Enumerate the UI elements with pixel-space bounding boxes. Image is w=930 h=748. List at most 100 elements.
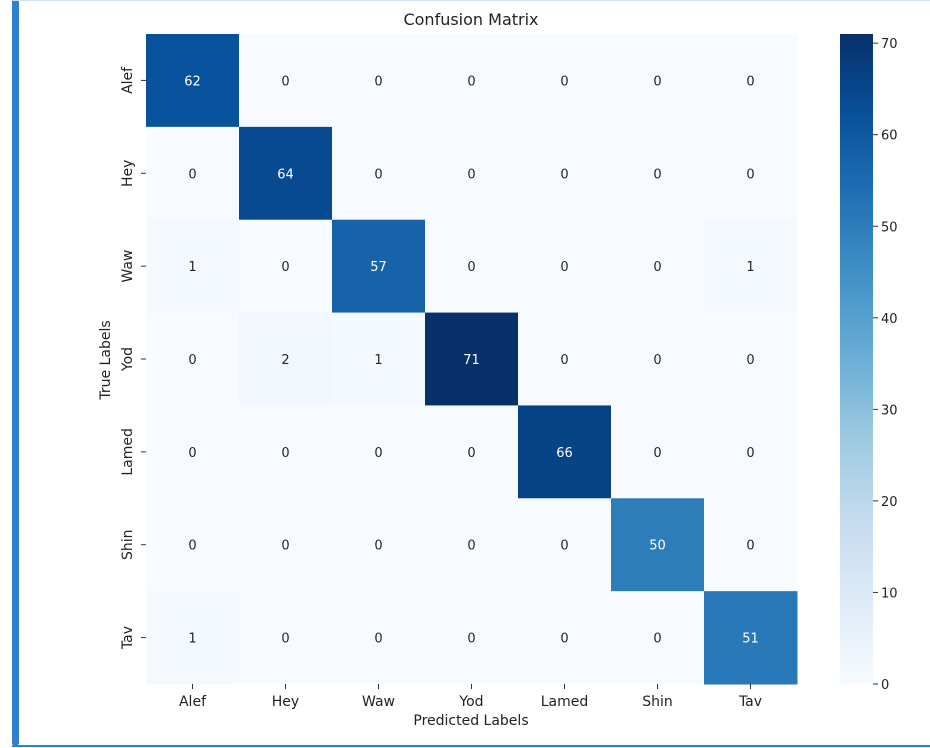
- heatmap-cell: [146, 126, 240, 221]
- cell-value-label: 1: [188, 632, 196, 647]
- cell-value-label: 57: [370, 260, 387, 275]
- heatmap-cell: [518, 34, 612, 128]
- heatmap-cell: [611, 312, 705, 406]
- y-tick-label: Yod: [120, 347, 136, 372]
- heatmap-cell: [332, 34, 426, 128]
- cell-value-label: 1: [746, 260, 754, 275]
- heatmap-cell: [425, 34, 519, 128]
- cell-value-label: 50: [649, 539, 666, 554]
- cell-value-label: 0: [560, 167, 568, 182]
- y-tick-label: Shin: [120, 529, 136, 560]
- heatmap-cell: [611, 591, 705, 685]
- heatmap-cell: [146, 498, 240, 592]
- heatmap-cell: [425, 498, 519, 592]
- y-axis-label: True Labels: [98, 320, 114, 400]
- cell-selection-bar[interactable]: [12, 0, 19, 745]
- cell-top-border: [12, 0, 930, 1]
- cell-value-label: 0: [281, 260, 289, 275]
- x-axis-label: Predicted Labels: [413, 713, 528, 729]
- cell-value-label: 1: [374, 353, 382, 368]
- heatmap-cell: [704, 312, 798, 406]
- y-axis-ticks: Alef Hey Waw Yod Lamed Shin Tav: [120, 66, 146, 650]
- heatmap-cell: [239, 405, 333, 499]
- cell-value-label: 0: [746, 446, 754, 461]
- heatmap-cell: [425, 591, 519, 685]
- x-tick-label: Lamed: [541, 694, 589, 710]
- x-tick-label: Shin: [642, 694, 673, 710]
- colorbar-tick-label: 40: [881, 312, 898, 327]
- heatmap-cell: [332, 219, 426, 314]
- heatmap-cell: [332, 498, 426, 592]
- heatmap-cell: [611, 34, 705, 128]
- x-tick-label: Waw: [362, 694, 395, 710]
- cell-value-label: 0: [467, 632, 475, 647]
- heatmap-cell: [704, 498, 798, 592]
- cell-value-label: 62: [184, 74, 201, 89]
- heatmap-cells: [146, 34, 798, 685]
- heatmap-cell: [425, 405, 519, 499]
- heatmap-cell: [425, 219, 519, 314]
- cell-value-label: 0: [281, 539, 289, 554]
- cell-value-label: 71: [463, 353, 480, 368]
- heatmap-cell: [611, 126, 705, 221]
- y-tick-label: Waw: [120, 250, 136, 283]
- cell-value-label: 0: [374, 74, 382, 89]
- heatmap-cell: [518, 591, 612, 685]
- cell-value-label: 51: [742, 632, 759, 647]
- heatmap-cell: [518, 405, 612, 499]
- x-tick-label: Yod: [458, 694, 483, 710]
- heatmap-cell: [518, 498, 612, 592]
- heatmap-cell: [146, 312, 240, 406]
- cell-value-label: 0: [188, 446, 196, 461]
- cell-value-label: 0: [281, 446, 289, 461]
- cell-value-label: 0: [188, 353, 196, 368]
- cell-value-label: 1: [188, 260, 196, 275]
- x-tick-label: Alef: [179, 694, 207, 710]
- cell-value-label: 0: [653, 167, 661, 182]
- cell-value-label: 0: [560, 632, 568, 647]
- cell-value-label: 0: [374, 539, 382, 554]
- heatmap-cell: [611, 498, 705, 592]
- colorbar-tick-label: 20: [881, 495, 898, 510]
- heatmap-cell: [611, 405, 705, 499]
- y-tick-label: Alef: [120, 66, 136, 94]
- cell-value-label: 0: [374, 446, 382, 461]
- cell-value-label: 0: [746, 167, 754, 182]
- heatmap-cell: [704, 405, 798, 499]
- cell-value-label: 0: [560, 539, 568, 554]
- cell-value-label: 0: [560, 260, 568, 275]
- cell-value-label: 64: [277, 167, 294, 182]
- heatmap-cell: [518, 126, 612, 221]
- colorbar-tick-label: 60: [881, 129, 898, 144]
- cell-value-label: 0: [281, 74, 289, 89]
- heatmap-cell: [425, 312, 519, 406]
- heatmap-cell: [704, 34, 798, 128]
- heatmap-cell: [704, 591, 798, 685]
- cell-value-label: 0: [653, 632, 661, 647]
- heatmap-cell: [146, 34, 240, 128]
- heatmap-cell: [332, 405, 426, 499]
- heatmap-cell: [425, 126, 519, 221]
- cell-value-label: 0: [374, 632, 382, 647]
- cell-value-label: 0: [467, 74, 475, 89]
- heatmap-cell: [146, 591, 240, 685]
- x-tick-label: Tav: [738, 694, 762, 710]
- colorbar-tick-label: 70: [881, 37, 898, 52]
- colorbar-ticks: 0 10 20 30 40 50 60 70: [873, 37, 898, 693]
- colorbar: [840, 34, 873, 684]
- cell-value-label: 0: [188, 167, 196, 182]
- cell-value-label: 0: [467, 446, 475, 461]
- cell-value-label: 0: [467, 260, 475, 275]
- heatmap-cell: [518, 219, 612, 314]
- heatmap-cell: [704, 219, 798, 314]
- heatmap-cell: [239, 312, 333, 406]
- cell-value-label: 0: [653, 446, 661, 461]
- cell-value-label: 0: [653, 74, 661, 89]
- heatmap-cell: [146, 405, 240, 499]
- heatmap-cell: [704, 126, 798, 221]
- x-tick-label: Hey: [272, 694, 299, 710]
- cell-value-label: 0: [560, 353, 568, 368]
- heatmap-cell: [239, 219, 333, 314]
